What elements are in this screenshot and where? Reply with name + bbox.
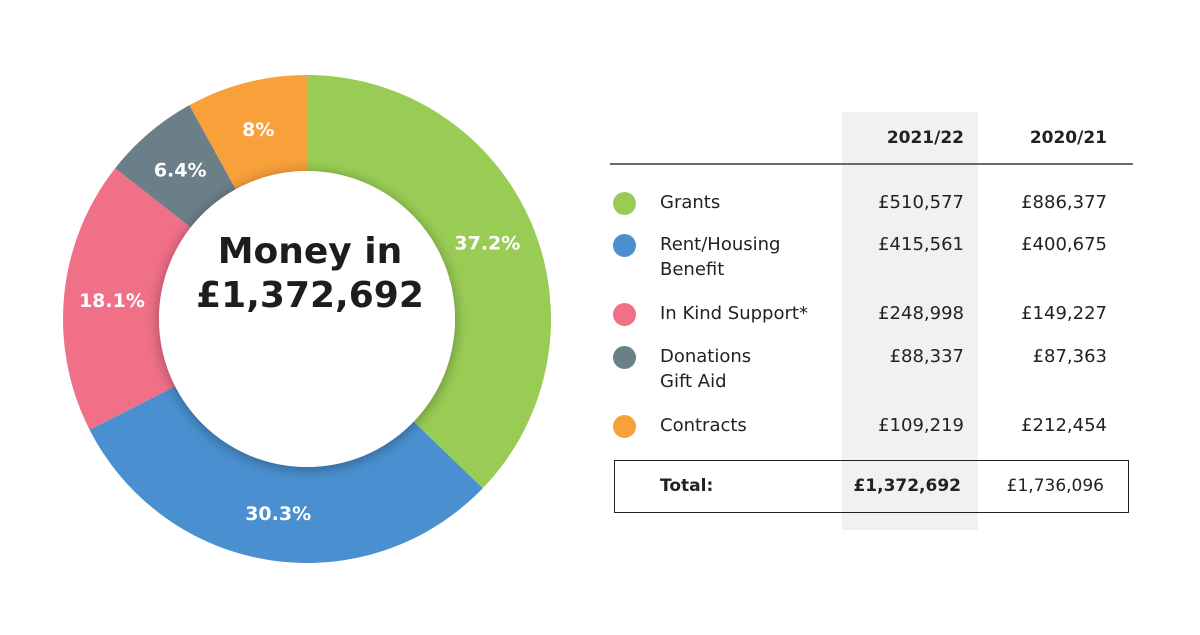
value-2020-21: £886,377 <box>1021 192 1107 213</box>
legend-dot-in-kind <box>613 303 636 326</box>
donut-slice-rent-housing-benefit <box>89 386 483 563</box>
value-2021-22: £510,577 <box>878 192 964 213</box>
donut-hole <box>159 171 455 467</box>
header-divider <box>610 163 1133 165</box>
value-2020-21: £149,227 <box>1021 303 1107 324</box>
income-table: 2021/22 2020/21 Grants £510,577 £886,377… <box>610 112 1135 532</box>
total-row: Total: £1,372,692 £1,736,096 <box>614 460 1129 513</box>
donut-slice-contracts <box>189 75 307 190</box>
donut-center-label: Money in £1,372,692 <box>160 230 460 318</box>
slice-label: 8% <box>242 119 274 141</box>
total-2020-21: £1,736,096 <box>1006 476 1104 496</box>
header-2020-21: 2020/21 <box>1029 128 1107 148</box>
header-2021-22: 2021/22 <box>886 128 964 148</box>
donut-slice-donations-gift-aid <box>115 105 236 228</box>
value-2020-21: £212,454 <box>1021 415 1107 436</box>
slice-label: 6.4% <box>154 160 207 182</box>
row-label: Donations Gift Aid <box>660 346 752 392</box>
row-label: In Kind Support* <box>660 303 808 324</box>
slice-label: 18.1% <box>79 290 145 312</box>
row-label: Rent/Housing Benefit <box>660 234 781 280</box>
value-2020-21: £400,675 <box>1021 234 1107 255</box>
row-label: Grants <box>660 192 721 213</box>
chart-total: £1,372,692 <box>196 275 424 316</box>
donut-svg: 37.2% 30.3% 18.1% 6.4% 8% <box>62 75 551 563</box>
legend-dot-donations <box>613 346 636 369</box>
value-2020-21: £87,363 <box>1032 346 1107 367</box>
donut-slice-grants <box>307 75 551 489</box>
value-2021-22: £109,219 <box>878 415 964 436</box>
row-label: Contracts <box>660 415 747 436</box>
donut-slice-in-kind-support <box>62 168 191 430</box>
donut-chart: 37.2% 30.3% 18.1% 6.4% 8% Money in £1,372,69… <box>62 75 551 563</box>
legend-dot-rent-housing <box>613 234 636 257</box>
total-2021-22: £1,372,692 <box>853 476 961 496</box>
value-2021-22: £415,561 <box>878 234 964 255</box>
total-label: Total: <box>660 476 714 496</box>
slice-label: 37.2% <box>454 232 520 254</box>
legend-dot-contracts <box>613 415 636 438</box>
value-2021-22: £88,337 <box>889 346 964 367</box>
legend-dot-grants <box>613 192 636 215</box>
chart-title: Money in <box>217 231 403 272</box>
slice-label: 30.3% <box>245 503 311 525</box>
value-2021-22: £248,998 <box>878 303 964 324</box>
